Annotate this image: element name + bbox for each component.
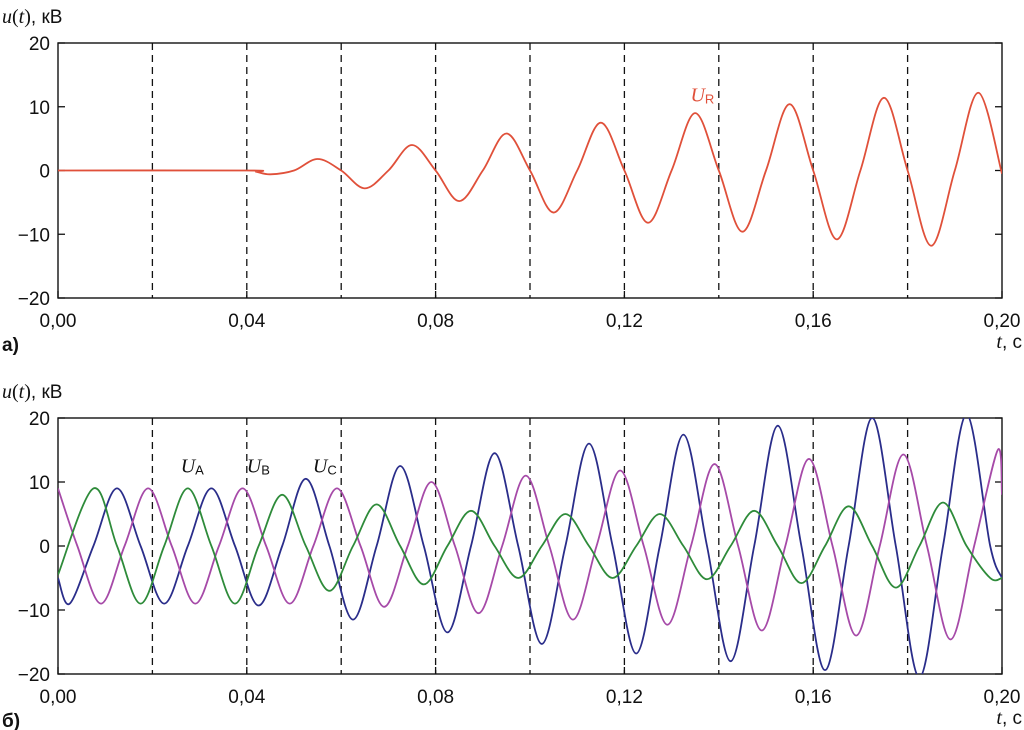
x-tick-label: 0,16 [795, 687, 832, 708]
y-tick-label: 0 [39, 162, 50, 183]
series-line-UA [58, 418, 1002, 674]
x-tick-label: 0,12 [606, 311, 643, 332]
panel-label: а) [2, 335, 19, 356]
series-line-UR [58, 91, 1002, 247]
y-tick-label: −10 [18, 225, 50, 246]
series-label-UB: UB [247, 455, 270, 477]
panel-label: б) [2, 711, 20, 730]
y-tick-label: 10 [29, 473, 50, 494]
y-tick-label: 20 [29, 409, 50, 430]
x-tick-label: 0,12 [606, 687, 643, 708]
y-tick-label: −20 [18, 289, 50, 310]
series-label-UA: UA [181, 455, 204, 477]
x-tick-label: 0,20 [984, 687, 1021, 708]
series-label-UR: UR [690, 85, 714, 107]
y-tick-label: 10 [29, 98, 50, 119]
panel-a: 20 10 0 −10 −200,00 0,04 0,08 0,12 0,16 0,20 u(t),… [2, 6, 1022, 356]
x-tick-label: 0,16 [795, 311, 832, 332]
x-tick-label: 0,08 [417, 687, 454, 708]
x-tick-label: 0,04 [228, 311, 265, 332]
x-tick-label: 0,08 [417, 311, 454, 332]
y-tick-label: 20 [29, 34, 50, 55]
x-tick-label: 0,00 [40, 687, 77, 708]
x-tick-label: 0,00 [40, 311, 77, 332]
y-tick-label: −20 [18, 665, 50, 686]
x-axis-label: t, с [996, 707, 1022, 729]
series-label-UC: UC [313, 455, 337, 477]
series-line-UB [58, 448, 1002, 641]
y-axis-label: u(t), кВ [2, 381, 62, 403]
y-tick-label: 0 [39, 537, 50, 558]
x-axis-label: t, с [996, 331, 1022, 353]
series-line-UC [58, 487, 1002, 605]
panel-b: 20 10 0 −10 −200,00 0,04 0,08 0,12 0,16 0,20 u(t),… [2, 381, 1022, 730]
y-tick-label: −10 [18, 601, 50, 622]
y-axis-label: u(t), кВ [2, 6, 62, 28]
x-tick-label: 0,04 [228, 687, 265, 708]
x-tick-label: 0,20 [984, 311, 1021, 332]
